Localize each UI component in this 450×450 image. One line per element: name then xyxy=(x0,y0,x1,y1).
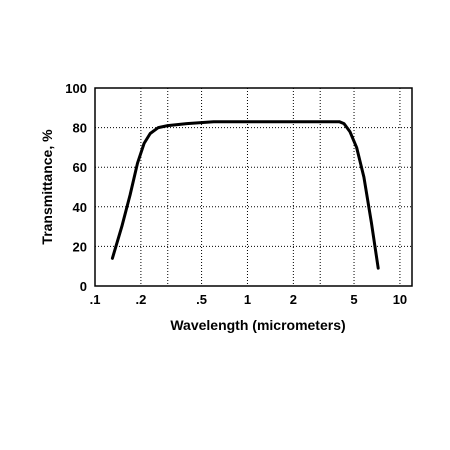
x-tick-label: 10 xyxy=(393,292,407,307)
y-tick-label: 60 xyxy=(73,160,87,175)
y-tick-label: 80 xyxy=(73,121,87,136)
x-tick-label: 5 xyxy=(350,292,357,307)
x-tick-label: 2 xyxy=(290,292,297,307)
y-tick-label: 20 xyxy=(73,239,87,254)
y-tick-labels: 0 20 40 60 80 100 xyxy=(65,81,87,294)
y-tick-label: 40 xyxy=(73,200,87,215)
transmittance-curve xyxy=(110,120,380,270)
x-tick-label: .5 xyxy=(196,292,207,307)
y-tick-label: 100 xyxy=(65,81,87,96)
x-tick-label: .1 xyxy=(90,292,101,307)
x-tick-label: .2 xyxy=(135,292,146,307)
x-tick-labels: .1 .2 .5 1 2 5 10 xyxy=(90,292,408,307)
plot-frame xyxy=(94,87,413,287)
x-tick-label: 1 xyxy=(244,292,251,307)
y-axis-label: Transmittance, % xyxy=(39,129,55,245)
y-tick-label: 0 xyxy=(80,279,87,294)
x-axis-label: Wavelength (micrometers) xyxy=(170,317,345,333)
series-group xyxy=(110,120,380,270)
